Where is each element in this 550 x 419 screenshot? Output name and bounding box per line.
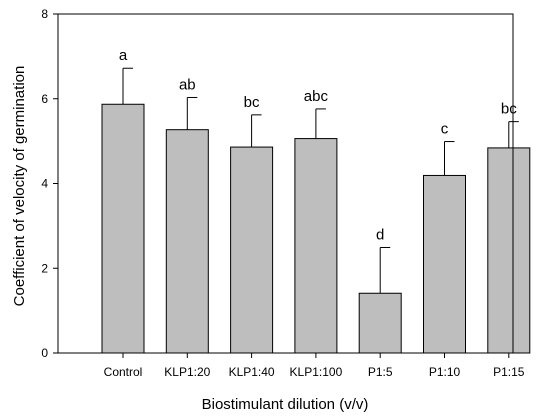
plot-frame	[57, 13, 514, 354]
x-tick-label: P1:5	[368, 365, 393, 379]
significance-label: d	[376, 226, 384, 243]
x-axis-title: Biostimulant dilution (v/v)	[202, 396, 369, 413]
x-tick-label: KLP1:100	[290, 365, 343, 379]
bar	[423, 174, 466, 354]
bar	[101, 103, 145, 354]
x-tick-label: Control	[104, 365, 143, 379]
x-tick-label: P1:10	[429, 365, 461, 379]
bar	[358, 292, 402, 354]
y-axis-title: Coefficient of velocity of germination	[11, 66, 28, 307]
axes-layer: Control KLP1:20 KLP1:40 KLP1:100 P1:5 P1:10 P1…	[41, 7, 524, 379]
y-tick-label: 6	[41, 92, 48, 106]
bar	[230, 146, 274, 354]
significance-label: bc	[501, 101, 517, 118]
bar	[487, 147, 531, 354]
y-tick-label: 8	[41, 7, 48, 21]
significance-label: bc	[244, 94, 260, 111]
y-tick-label: 0	[41, 346, 48, 360]
bars-layer: a ab bc abc d c bc	[101, 47, 531, 354]
significance-label: a	[119, 47, 128, 64]
x-tick-label: P1:15	[493, 365, 525, 379]
significance-label: abc	[304, 88, 329, 105]
significance-label: c	[441, 121, 449, 138]
bar	[165, 129, 209, 354]
bar	[294, 138, 338, 354]
x-tick-label: KLP1:40	[229, 365, 275, 379]
y-tick-label: 4	[41, 177, 48, 191]
x-tick-label: KLP1:20	[164, 365, 210, 379]
significance-label: ab	[179, 76, 196, 93]
y-tick-label: 2	[41, 261, 48, 275]
